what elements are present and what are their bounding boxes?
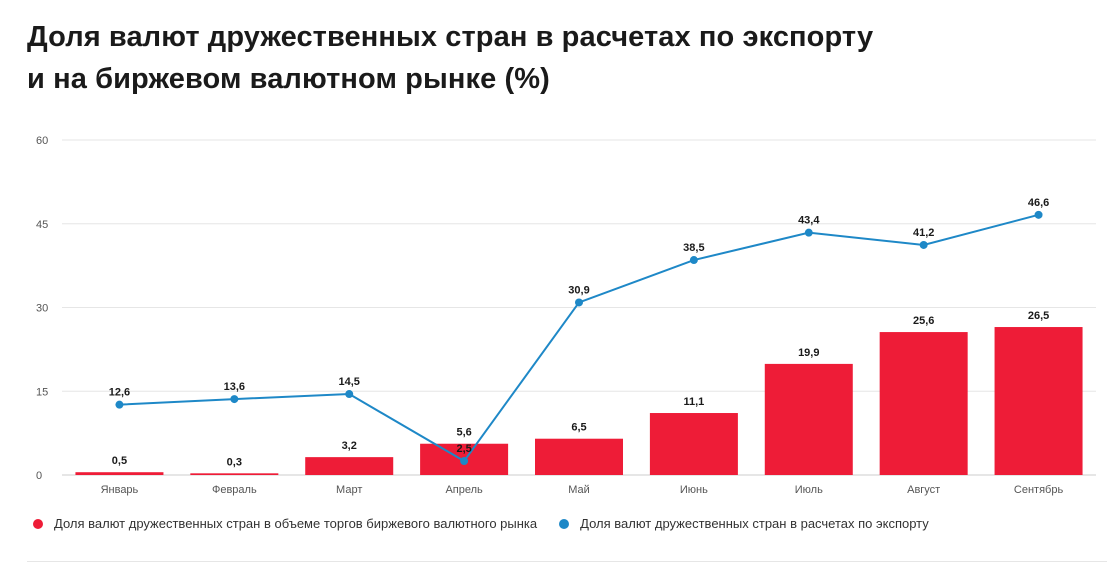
x-tick-label: Январь xyxy=(101,484,139,496)
line-point xyxy=(1034,210,1043,219)
bar xyxy=(994,327,1083,475)
bar-value-label: 0,3 xyxy=(227,456,242,468)
y-tick-label: 30 xyxy=(36,303,48,315)
line-point xyxy=(230,395,239,404)
bar xyxy=(305,457,394,475)
bar xyxy=(75,472,164,475)
bar xyxy=(535,438,623,475)
line-point xyxy=(804,228,813,237)
legend-label-line: Доля валют дружественных стран в расчета… xyxy=(580,516,929,531)
line-value-label: 41,2 xyxy=(913,227,934,239)
bar-value-label: 3,2 xyxy=(342,440,357,452)
chart-title-line-2: и на биржевом валютном рынке (%) xyxy=(27,63,550,95)
y-tick-label: 0 xyxy=(36,470,42,482)
legend-swatch-bars xyxy=(33,518,43,529)
y-tick-label: 15 xyxy=(36,386,48,398)
bar-value-label: 0,5 xyxy=(112,455,127,467)
x-tick-label: Март xyxy=(336,484,362,496)
bar-value-label: 19,9 xyxy=(798,347,819,359)
bottom-divider xyxy=(27,561,1107,562)
bar-value-label: 6,5 xyxy=(571,422,586,434)
line-value-label: 14,5 xyxy=(339,376,360,388)
bar xyxy=(879,332,968,475)
bar xyxy=(190,473,279,475)
y-tick-label: 45 xyxy=(36,219,48,231)
y-tick-label: 60 xyxy=(36,135,48,147)
line-point xyxy=(919,240,928,249)
line-value-label: 13,6 xyxy=(224,381,245,393)
line-point xyxy=(115,400,124,409)
line-value-label: 12,6 xyxy=(109,387,130,399)
line-value-label: 2,5 xyxy=(456,443,471,455)
legend-label-bars: Доля валют дружественных стран в объеме … xyxy=(54,516,538,531)
legend-item-bars: Доля валют дружественных стран в объеме … xyxy=(33,516,537,531)
legend-swatch-line xyxy=(559,518,570,529)
line-point xyxy=(689,256,698,265)
line-value-label: 43,4 xyxy=(798,215,820,227)
x-tick-label: Июль xyxy=(795,484,823,496)
chart-title: Доля валют дружественных стран в расчета… xyxy=(27,16,873,100)
line-point xyxy=(345,390,354,399)
legend: Доля валют дружественных стран в объеме … xyxy=(33,516,951,531)
bar xyxy=(649,413,738,475)
x-tick-label: Апрель xyxy=(445,484,483,496)
line-point xyxy=(460,457,469,466)
bar xyxy=(764,363,853,475)
line-value-label: 30,9 xyxy=(568,284,589,296)
line-point xyxy=(575,298,583,307)
x-tick-label: Май xyxy=(568,484,590,496)
line-value-label: 46,6 xyxy=(1028,197,1049,209)
line-value-label: 38,5 xyxy=(683,242,704,254)
bar-value-label: 5,6 xyxy=(456,427,471,439)
bar-value-label: 26,5 xyxy=(1028,310,1049,322)
x-tick-label: Сентябрь xyxy=(1014,484,1064,496)
bar-value-label: 25,6 xyxy=(913,315,934,327)
chart-title-line-1: Доля валют дружественных стран в расчета… xyxy=(27,21,874,53)
x-tick-label: Август xyxy=(907,484,940,496)
x-tick-label: Июнь xyxy=(680,484,708,496)
x-tick-label: Февраль xyxy=(212,484,257,496)
bar-value-label: 11,1 xyxy=(683,396,704,408)
chart-area: 0 15 30 45 60 Январь Февраль Март Апрель Май Июнь И… xyxy=(36,135,1096,496)
legend-item-line: Доля валют дружественных стран в расчета… xyxy=(559,516,929,531)
